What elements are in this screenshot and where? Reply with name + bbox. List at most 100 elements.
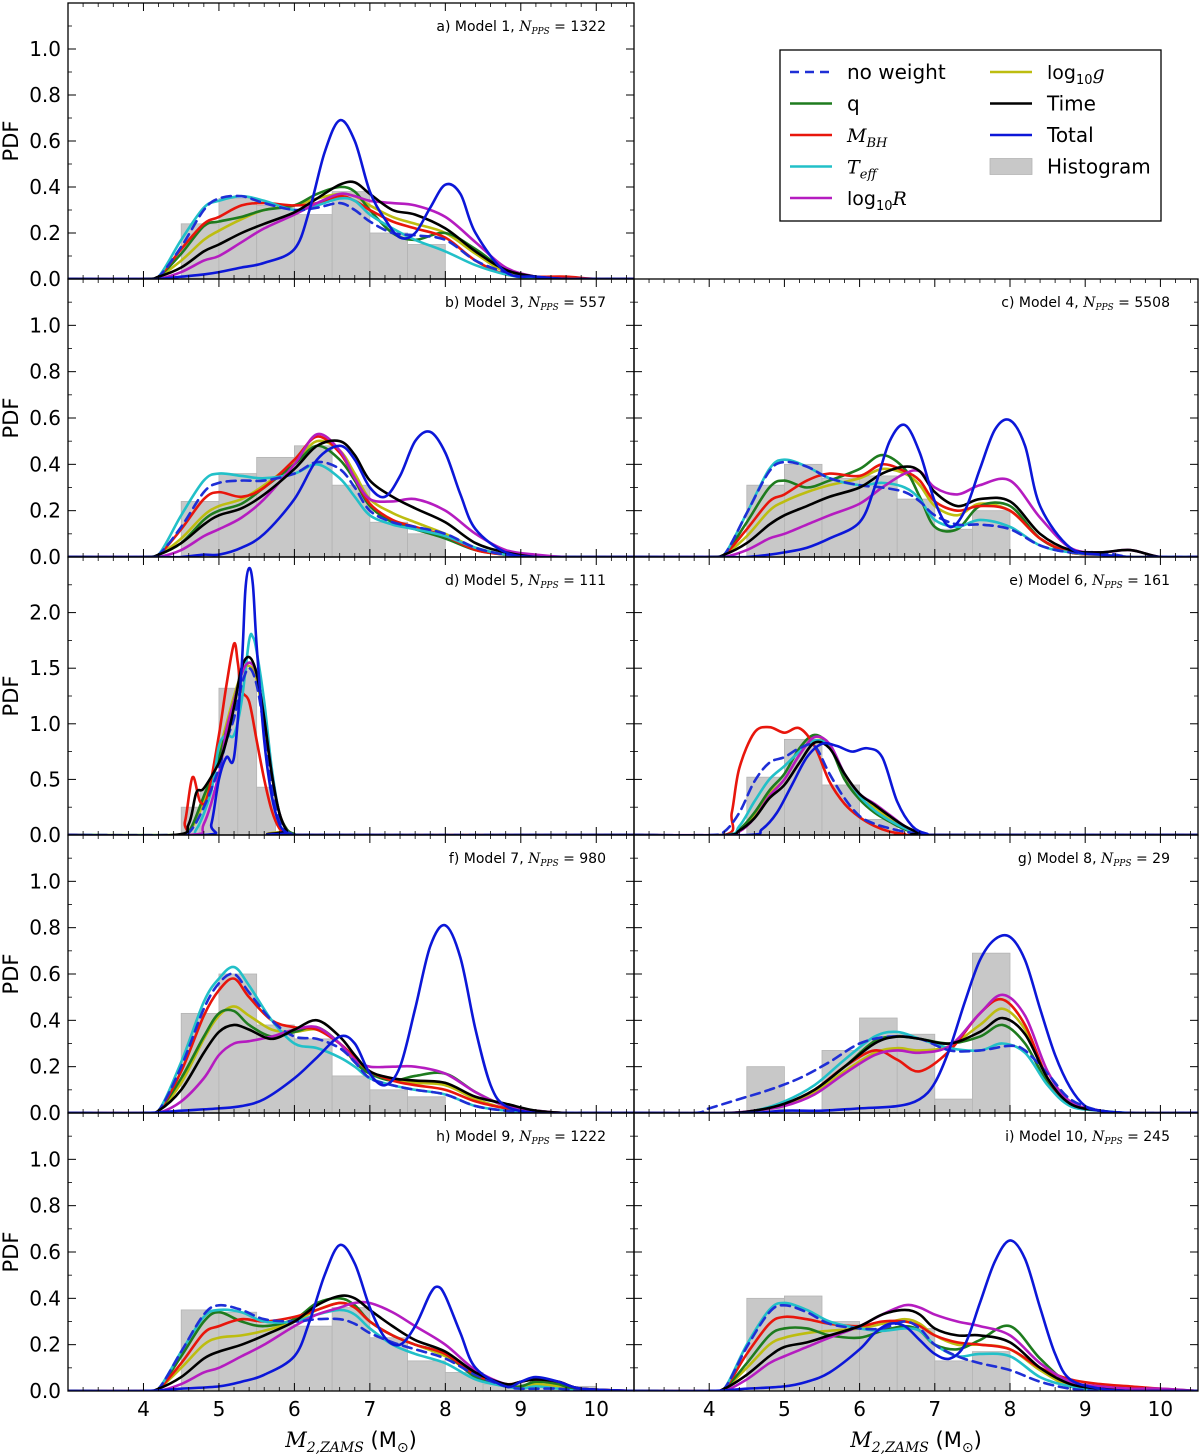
y-tick-label: 0.6: [29, 406, 61, 430]
y-axis-label: PDF: [0, 121, 23, 162]
y-tick-label: 0.0: [29, 545, 61, 569]
series-no-weight: [68, 666, 634, 835]
legend-label: Total: [1046, 123, 1094, 147]
y-tick-label: 1.0: [29, 1147, 61, 1171]
series-lines: [634, 1239, 1198, 1391]
legend-item-log10R: log10R: [790, 188, 907, 214]
series-log10R: [68, 432, 634, 557]
y-tick-label: 0.0: [29, 1101, 61, 1125]
panel-annotation: g) Model 8, NPPS = 29: [1018, 851, 1170, 869]
panel-i: 4 5 6 7 8 9 10 M2,ZAMS (M⊙) i) Model 10, NPPS = …: [633, 1112, 1199, 1456]
x-tick-label: 6: [853, 1397, 866, 1421]
x-tick-label: 10: [1148, 1397, 1173, 1421]
x-tick-label: 9: [1079, 1397, 1092, 1421]
x-tick-label: 8: [439, 1397, 452, 1421]
panel-annotation: a) Model 1, NPPS = 1322: [436, 19, 606, 37]
y-tick-label: 0.2: [29, 499, 61, 523]
panel-frame: [67, 556, 635, 836]
series-Total: [634, 741, 1198, 835]
y-tick-label: 0.2: [29, 1055, 61, 1079]
histogram-bar: [934, 528, 973, 557]
legend-label: MBH: [846, 125, 888, 151]
series-q: [68, 661, 634, 835]
y-tick-label: 0.0: [29, 267, 61, 291]
histogram-bar: [293, 214, 333, 279]
histogram-bar: [784, 463, 823, 557]
legend-item-T-eff: Teff: [790, 157, 879, 183]
panel-annotation: d) Model 5, NPPS = 111: [445, 573, 606, 591]
y-axis-label: PDF: [0, 676, 23, 717]
y-tick-label: 0.2: [29, 221, 61, 245]
legend-label: no weight: [847, 60, 946, 84]
series-no-weight: [634, 743, 1198, 835]
panel-d: 0.0 0.5 1.0 1.5 2.0 PDF d) Model 5, NPPS = 111: [0, 556, 635, 847]
y-axis-label: PDF: [0, 398, 23, 439]
series-lines: [68, 566, 634, 835]
ticks: [68, 1113, 634, 1392]
x-tick-label: 4: [137, 1397, 150, 1421]
y-tick-label: 0.0: [29, 1379, 61, 1403]
series-no-weight: [634, 1034, 1198, 1113]
y-tick-label: 1.0: [29, 712, 61, 736]
legend-label: Teff: [847, 157, 879, 183]
series-T-eff: [634, 738, 1198, 835]
series-log10g: [68, 664, 634, 835]
histogram-bar: [369, 1337, 409, 1391]
series-log10g: [634, 735, 1198, 835]
series-Total: [68, 923, 634, 1113]
y-tick-label: 0.8: [29, 916, 61, 940]
ticks: [68, 835, 634, 1114]
histogram-bar: [369, 232, 409, 279]
histogram-bar: [972, 1351, 1011, 1391]
y-tick-label: 0.4: [29, 1008, 61, 1032]
y-tick-label: 1.0: [29, 869, 61, 893]
series-lines: [68, 430, 634, 557]
histogram-bar: [934, 1360, 973, 1391]
ticks: [68, 3, 634, 280]
series-q: [634, 733, 1198, 835]
y-tick-label: 0.6: [29, 129, 61, 153]
panel-f: 0.0 0.2 0.4 0.6 0.8 1.0 PDF f) Model 7, NPPS = …: [0, 834, 635, 1125]
y-tick-label: 0.8: [29, 360, 61, 384]
legend-item-q: q: [790, 92, 860, 116]
x-tick-label: 4: [703, 1397, 716, 1421]
series-Total: [68, 566, 634, 835]
x-axis-label: M2,ZAMS (M⊙): [849, 1428, 982, 1456]
y-tick-label: 0.8: [29, 1194, 61, 1218]
series-M-BH: [634, 725, 1198, 835]
series-Total: [634, 933, 1198, 1113]
series-log10R: [634, 993, 1198, 1113]
x-tick-label: 5: [778, 1397, 791, 1421]
histogram-bar: [859, 1328, 898, 1391]
series-Time: [634, 740, 1198, 835]
series-lines: [68, 1243, 634, 1391]
panel-annotation: i) Model 10, NPPS = 245: [1005, 1129, 1170, 1147]
legend-item-Total: Total: [990, 123, 1094, 147]
y-tick-label: 0.4: [29, 175, 61, 199]
histogram: [746, 463, 1011, 557]
x-tick-label: 10: [584, 1397, 609, 1421]
series-Time: [634, 1016, 1198, 1113]
series-Time: [68, 655, 634, 835]
ticks: [68, 557, 634, 836]
x-tick-label: 7: [928, 1397, 941, 1421]
x-tick-label: 6: [288, 1397, 301, 1421]
histogram-bar: [369, 1089, 409, 1113]
y-tick-label: 0.8: [29, 83, 61, 107]
legend-item-Histogram: Histogram: [989, 155, 1151, 179]
series-lines: [634, 418, 1198, 557]
y-tick-label: 0.6: [29, 962, 61, 986]
series-lines: [634, 933, 1198, 1113]
legend-item-log10g: log10g: [990, 62, 1105, 88]
panel-annotation: c) Model 4, NPPS = 5508: [1001, 295, 1170, 313]
series-Time: [634, 1308, 1198, 1391]
y-tick-label: 1.0: [29, 313, 61, 337]
series-no-weight: [634, 1303, 1198, 1391]
histogram-bar: [896, 498, 936, 557]
x-tick-label: 8: [1004, 1397, 1017, 1421]
series-no-weight: [68, 1303, 634, 1391]
series-lines: [68, 118, 634, 279]
series-q: [68, 1296, 634, 1391]
legend-item-Time: Time: [990, 92, 1096, 116]
